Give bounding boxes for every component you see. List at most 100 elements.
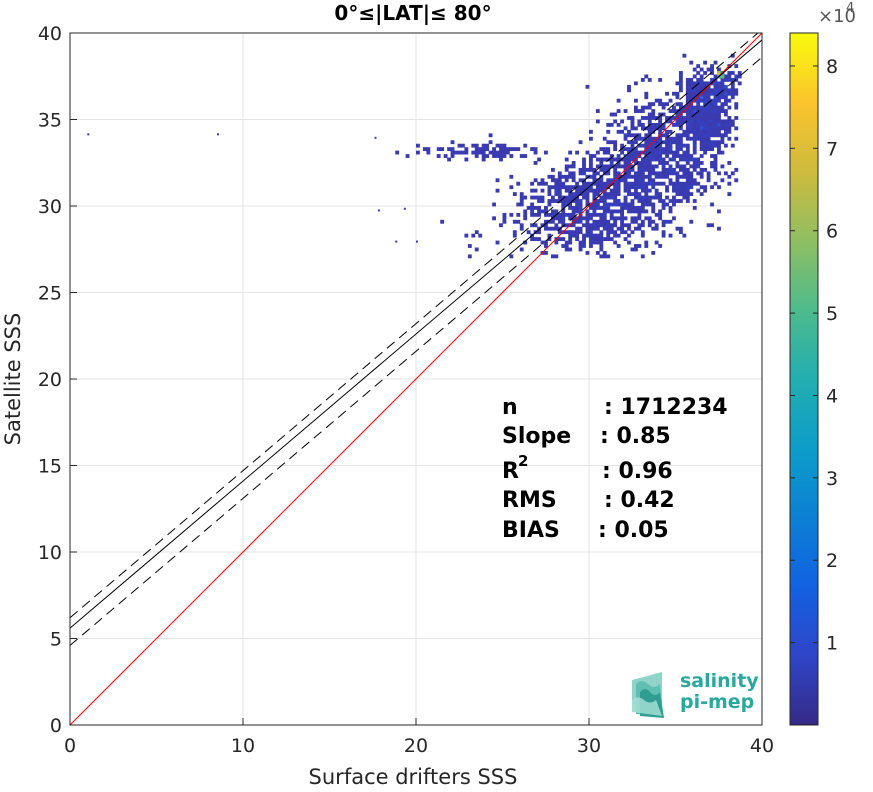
heatmap-cell [710,102,714,107]
heatmap-cell [723,102,728,107]
heatmap-cell [460,143,465,148]
heatmap-cell [678,199,683,203]
heatmap-cell [637,143,642,148]
heatmap-cell [647,216,652,221]
heatmap-cell [654,140,659,145]
heatmap-cell [582,181,586,186]
heatmap-cell [533,195,538,200]
heatmap-cell [706,67,711,72]
heatmap-cell [730,171,735,176]
heatmap-cell [654,181,659,186]
heatmap-cell [613,157,618,162]
heatmap-cell [606,219,611,224]
heatmap-cell [637,244,642,248]
heatmap-cell [578,167,583,172]
heatmap-cell [474,247,479,252]
heatmap-cell [706,98,711,103]
heatmap-cell [599,216,604,221]
heatmap-cell [703,126,708,131]
heatmap-cell [668,233,673,238]
heatmap-cell [582,157,586,162]
heatmap-cell [481,154,486,158]
heatmap-cell [672,216,676,221]
fit-lines [70,33,762,725]
heatmap-cell [647,199,652,203]
heatmap-cell [575,230,580,235]
heatmap-cell [613,202,618,207]
heatmap-cell [651,226,656,231]
heatmap-cell [710,143,714,148]
stat-r2-label: R [502,459,519,484]
heatmap-cell [661,202,666,207]
heatmap-cell [668,171,673,176]
heatmap-cell [668,209,673,214]
heatmap-cell [478,150,483,155]
heatmap-cell [606,157,611,162]
heatmap-cell [585,185,590,190]
heatmap-cell [606,181,611,186]
heatmap-cell [564,247,569,252]
colorbar-tick-label: 4 [826,385,838,407]
heatmap-cell [595,233,600,238]
heatmap-cell [651,136,656,141]
heatmap-cell [710,98,714,103]
heatmap-cell [509,154,514,158]
heatmap-cell [516,147,521,152]
heatmap-cell [630,157,635,162]
heatmap-cell [623,157,628,162]
heatmap-cell [710,116,714,120]
heatmap-cell [651,154,656,158]
heatmap-cell [717,112,721,117]
heatmap-cell [495,150,500,155]
heatmap-cell [585,195,590,200]
heatmap-cell [630,147,635,152]
heatmap-cell [568,230,573,235]
heatmap-cell [703,84,708,89]
heatmap-cell [703,167,708,172]
heatmap-cell [547,237,552,241]
heatmap-cell [696,102,701,107]
heatmap-cell [675,188,680,193]
heatmap-cell [644,157,649,162]
heatmap-cell [592,192,597,197]
heatmap-cell [685,88,690,93]
heatmap-cell [668,164,673,169]
heatmap-cell [547,192,552,197]
heatmap-cell [651,206,656,210]
heatmap-cell [685,91,690,96]
heatmap-cell [661,140,666,145]
heatmap-cell [682,171,687,176]
heatmap-cell [620,129,624,134]
heatmap-cell [710,126,714,131]
heatmap-cell [609,161,614,165]
heatmap-cell [602,157,607,162]
heatmap-cell [699,167,704,172]
heatmap-cell [661,105,666,110]
heatmap-cell [668,119,673,124]
heatmap-cell [678,102,683,107]
heatmap-cell [665,171,669,176]
heatmap-cell [672,109,676,113]
heatmap-cell [727,192,732,197]
heatmap-cell [682,174,687,179]
heatmap-cell [592,223,597,228]
heatmap-cell [519,192,524,197]
y-tick-label: 20 [38,369,62,391]
heatmap-cell [633,133,638,138]
heatmap-cell [710,88,714,93]
heatmap-cell [609,195,614,200]
heatmap-cell [710,185,714,190]
heatmap-cell [692,122,697,127]
heatmap-cell [426,147,431,152]
heatmap-cell [550,209,555,214]
heatmap-cell [474,150,479,155]
heatmap-cell [682,167,687,172]
heatmap-cell [644,199,649,203]
heatmap-cell [696,84,701,89]
heatmap-cell [595,171,600,176]
heatmap-cell [457,150,462,155]
heatmap-cell [682,233,687,238]
heatmap-cell [616,226,621,231]
heatmap-cell [706,171,711,176]
heatmap-cell [661,126,666,131]
